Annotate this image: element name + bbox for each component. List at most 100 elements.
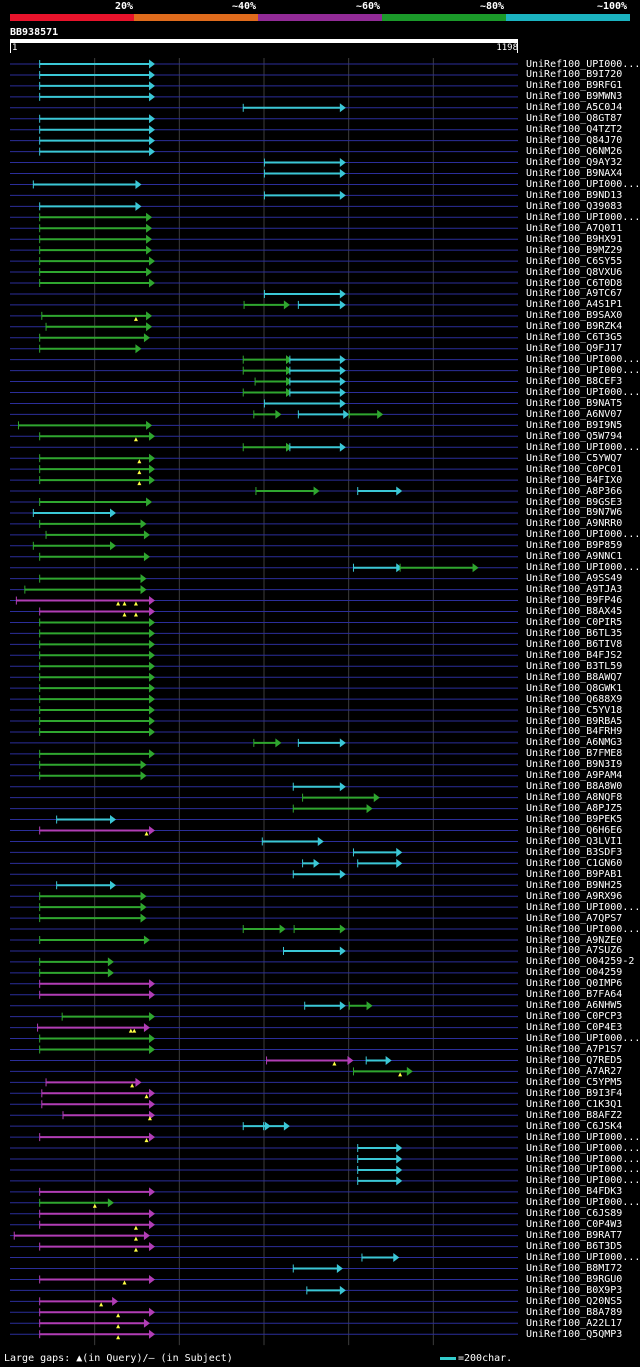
hit-label[interactable]: UniRef100_UPI000... [526, 529, 640, 541]
hit-label[interactable]: UniRef100_UPI000... [526, 365, 640, 377]
hit-label[interactable]: UniRef100_Q6H6E6 [526, 825, 623, 836]
hit-label[interactable]: UniRef100_A6NHW5 [526, 1000, 623, 1012]
hit-label[interactable]: UniRef100_Q5QMP3 [526, 1328, 623, 1340]
hit-label[interactable]: UniRef100_A9SS49 [526, 573, 623, 585]
hit-label[interactable]: UniRef100_B7FA64 [526, 989, 623, 1001]
hit-label[interactable]: UniRef100_O04259 [526, 967, 623, 979]
hit-label[interactable]: UniRef100_Q6NM26 [526, 146, 623, 158]
hit-label[interactable]: UniRef100_Q8GWK1 [526, 682, 623, 694]
hit-label[interactable]: UniRef100_Q5W794 [526, 430, 623, 442]
hit-label[interactable]: UniRef100_B9RGU0 [526, 1273, 623, 1285]
hit-label[interactable]: UniRef100_A22L17 [526, 1317, 623, 1329]
hit-label[interactable]: UniRef100_B9FP46 [526, 595, 623, 607]
hit-label[interactable]: UniRef100_B8AFZ2 [526, 1109, 623, 1121]
hit-label[interactable]: UniRef100_C0PCP3 [526, 1011, 623, 1023]
hit-label[interactable]: UniRef100_B9P859 [526, 540, 623, 552]
hit-label[interactable]: UniRef100_B9I3F4 [526, 1087, 623, 1099]
hit-label[interactable]: UniRef100_Q9FJ17 [526, 343, 623, 355]
hit-label[interactable]: UniRef100_A9RX96 [526, 890, 623, 902]
hit-label[interactable]: UniRef100_A9NZE0 [526, 934, 623, 946]
hit-label[interactable]: UniRef100_B8MI72 [526, 1263, 623, 1274]
hit-label[interactable]: UniRef100_B9I720 [526, 69, 623, 81]
hit-label[interactable]: UniRef100_C1GN60 [526, 857, 623, 869]
hit-label[interactable]: UniRef100_A9NNC1 [526, 551, 623, 563]
hit-label[interactable]: UniRef100_Q20NS5 [526, 1295, 623, 1307]
hit-label[interactable]: UniRef100_UPI000... [526, 1033, 640, 1045]
hit-label[interactable]: UniRef100_B9ND13 [526, 189, 623, 201]
hit-label[interactable]: UniRef100_B9GSE3 [526, 496, 623, 508]
hit-label[interactable]: UniRef100_B4FJS2 [526, 649, 623, 661]
hit-label[interactable]: UniRef100_B8AX45 [526, 606, 623, 617]
hit-label[interactable]: UniRef100_A8PJZ5 [526, 803, 623, 815]
hit-label[interactable]: UniRef100_B9RZK4 [526, 321, 623, 333]
hit-label[interactable]: UniRef100_B8AWQ7 [526, 671, 623, 683]
hit-label[interactable]: UniRef100_C6T3G5 [526, 332, 623, 344]
hit-label[interactable]: UniRef100_B9NAX4 [526, 168, 623, 179]
hit-label[interactable]: UniRef100_B9N7W6 [526, 507, 623, 519]
hit-label[interactable]: UniRef100_B9NH25 [526, 879, 623, 891]
hit-label[interactable]: UniRef100_B9RFG1 [526, 80, 623, 92]
hit-label[interactable]: UniRef100_UPI000... [526, 387, 640, 398]
hit-label[interactable]: UniRef100_UPI000... [526, 441, 640, 453]
hit-label[interactable]: UniRef100_UPI000... [526, 1142, 640, 1154]
hit-label[interactable]: UniRef100_UPI000... [526, 901, 640, 913]
hit-label[interactable]: UniRef100_Q8GT87 [526, 113, 623, 125]
hit-label[interactable]: UniRef100_C1K3Q1 [526, 1098, 623, 1110]
hit-label[interactable]: UniRef100_B9RBA5 [526, 715, 623, 727]
hit-label[interactable]: UniRef100_B6TL35 [526, 627, 623, 639]
hit-label[interactable]: UniRef100_C6JSK4 [526, 1120, 623, 1132]
hit-label[interactable]: UniRef100_A9NRR0 [526, 518, 623, 530]
hit-label[interactable]: UniRef100_B6TIV8 [526, 638, 623, 650]
hit-label[interactable]: UniRef100_Q3LVI1 [526, 835, 623, 847]
hit-label[interactable]: UniRef100_C5YWQ7 [526, 452, 623, 464]
hit-label[interactable]: UniRef100_UPI000... [526, 1131, 640, 1143]
hit-label[interactable]: UniRef100_UPI000... [526, 1164, 640, 1176]
hit-label[interactable]: UniRef100_Q4TZT2 [526, 124, 623, 136]
hit-label[interactable]: UniRef100_A9TC67 [526, 288, 623, 300]
hit-label[interactable]: UniRef100_Q39083 [526, 200, 623, 212]
hit-label[interactable]: UniRef100_B3SDF3 [526, 846, 623, 858]
hit-label[interactable]: UniRef100_UPI000... [526, 211, 640, 223]
hit-label[interactable]: UniRef100_UPI000... [526, 58, 640, 70]
hit-label[interactable]: UniRef100_C0P4E3 [526, 1022, 623, 1034]
hit-label[interactable]: UniRef100_UPI000... [526, 923, 640, 935]
hit-label[interactable]: UniRef100_B6T3D5 [526, 1241, 623, 1253]
hit-label[interactable]: UniRef100_Q9AY32 [526, 157, 623, 169]
hit-label[interactable]: UniRef100_B8A8W0 [526, 781, 623, 793]
hit-label[interactable]: UniRef100_A9PAM4 [526, 770, 623, 782]
hit-label[interactable]: UniRef100_A9TJA3 [526, 584, 623, 596]
hit-label[interactable]: UniRef100_O04259-2 [526, 956, 635, 968]
hit-label[interactable]: UniRef100_B4FIX0 [526, 474, 623, 486]
hit-label[interactable]: UniRef100_C0P4W3 [526, 1219, 623, 1231]
hit-label[interactable]: UniRef100_Q8VXU6 [526, 266, 623, 278]
hit-label[interactable]: UniRef100_B9MWN3 [526, 91, 623, 103]
hit-label[interactable]: UniRef100_B9PAB1 [526, 868, 623, 880]
hit-label[interactable]: UniRef100_B9N3I9 [526, 759, 623, 771]
hit-label[interactable]: UniRef100_UPI000... [526, 1197, 640, 1209]
hit-label[interactable]: UniRef100_B9RAT7 [526, 1230, 623, 1242]
hit-label[interactable]: UniRef100_B0X9P3 [526, 1284, 623, 1296]
hit-label[interactable]: UniRef100_Q7RED5 [526, 1054, 623, 1066]
hit-label[interactable]: UniRef100_B3TL59 [526, 660, 623, 672]
hit-label[interactable]: UniRef100_C5YV18 [526, 704, 623, 716]
hit-label[interactable]: UniRef100_UPI000... [526, 562, 640, 574]
hit-label[interactable]: UniRef100_B8CEF3 [526, 376, 623, 388]
hit-label[interactable]: UniRef100_A7QPS7 [526, 912, 623, 924]
hit-label[interactable]: UniRef100_B9I9N5 [526, 419, 623, 431]
hit-label[interactable]: UniRef100_Q688X9 [526, 693, 623, 705]
hit-label[interactable]: UniRef100_B9HX91 [526, 233, 623, 245]
hit-label[interactable]: UniRef100_A4S1P1 [526, 299, 623, 311]
hit-label[interactable]: UniRef100_UPI000... [526, 1175, 640, 1187]
hit-label[interactable]: UniRef100_C0PIR5 [526, 616, 623, 628]
hit-label[interactable]: UniRef100_C0PC01 [526, 463, 623, 475]
hit-label[interactable]: UniRef100_B8A789 [526, 1306, 623, 1318]
hit-label[interactable]: UniRef100_A7P1S7 [526, 1044, 623, 1055]
hit-label[interactable]: UniRef100_A7Q0I1 [526, 222, 623, 234]
hit-label[interactable]: UniRef100_A7AR27 [526, 1065, 623, 1077]
hit-label[interactable]: UniRef100_Q84J70 [526, 135, 623, 147]
hit-label[interactable]: UniRef100_UPI000... [526, 354, 640, 366]
hit-label[interactable]: UniRef100_B9MZ29 [526, 244, 623, 256]
hit-label[interactable]: UniRef100_C6SY55 [526, 255, 623, 267]
hit-label[interactable]: UniRef100_A6NV07 [526, 408, 623, 420]
hit-label[interactable]: UniRef100_B9SAX0 [526, 310, 623, 322]
